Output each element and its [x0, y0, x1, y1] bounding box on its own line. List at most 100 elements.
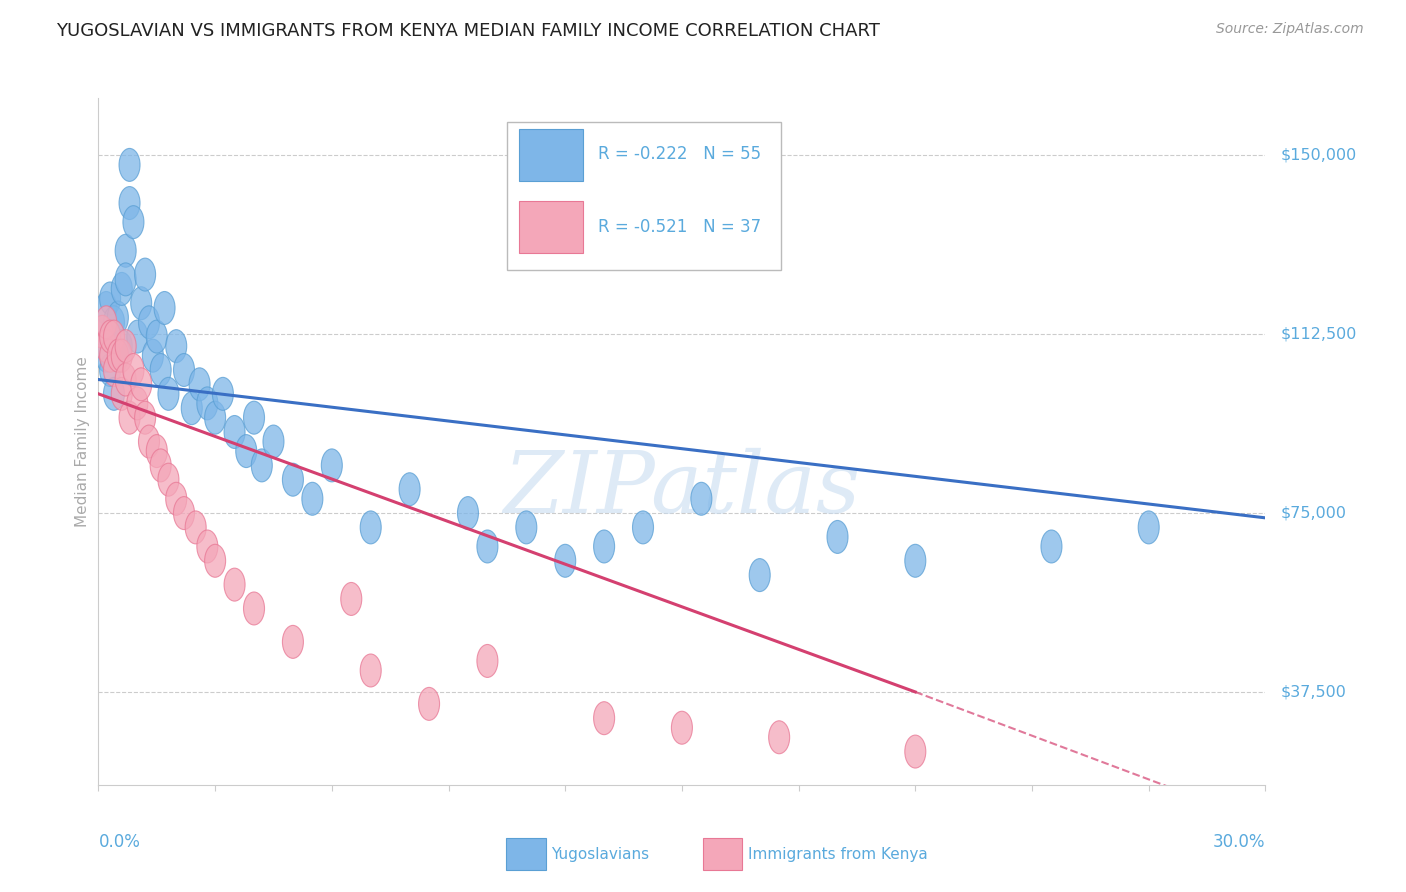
Ellipse shape: [138, 306, 159, 339]
Ellipse shape: [827, 520, 848, 553]
Ellipse shape: [131, 368, 152, 401]
Text: ZIPatlas: ZIPatlas: [503, 449, 860, 531]
Text: $112,500: $112,500: [1281, 326, 1357, 342]
Ellipse shape: [100, 320, 121, 353]
Ellipse shape: [100, 353, 121, 386]
Text: 0.0%: 0.0%: [98, 833, 141, 851]
Ellipse shape: [197, 387, 218, 420]
Ellipse shape: [142, 339, 163, 372]
Ellipse shape: [477, 644, 498, 677]
Text: $150,000: $150,000: [1281, 148, 1357, 163]
Ellipse shape: [419, 688, 440, 721]
Ellipse shape: [173, 353, 194, 386]
Ellipse shape: [115, 263, 136, 296]
Ellipse shape: [111, 339, 132, 372]
Ellipse shape: [150, 449, 172, 482]
Ellipse shape: [360, 654, 381, 687]
Ellipse shape: [127, 320, 148, 353]
Ellipse shape: [115, 235, 136, 268]
Ellipse shape: [91, 316, 112, 348]
Ellipse shape: [100, 339, 121, 372]
Ellipse shape: [111, 272, 132, 305]
Ellipse shape: [100, 320, 121, 353]
Text: $37,500: $37,500: [1281, 684, 1347, 699]
Ellipse shape: [236, 434, 257, 467]
Ellipse shape: [769, 721, 790, 754]
Ellipse shape: [111, 377, 132, 410]
Ellipse shape: [157, 377, 179, 410]
Text: YUGOSLAVIAN VS IMMIGRANTS FROM KENYA MEDIAN FAMILY INCOME CORRELATION CHART: YUGOSLAVIAN VS IMMIGRANTS FROM KENYA MED…: [56, 22, 880, 40]
FancyBboxPatch shape: [519, 129, 582, 180]
Ellipse shape: [360, 511, 381, 544]
Ellipse shape: [127, 387, 148, 420]
Ellipse shape: [243, 401, 264, 434]
Ellipse shape: [283, 463, 304, 496]
Ellipse shape: [243, 592, 264, 625]
Ellipse shape: [135, 258, 156, 291]
Ellipse shape: [173, 497, 194, 530]
Text: Immigrants from Kenya: Immigrants from Kenya: [748, 847, 928, 862]
Ellipse shape: [283, 625, 304, 658]
Ellipse shape: [186, 511, 207, 544]
Ellipse shape: [107, 301, 128, 334]
Ellipse shape: [166, 483, 187, 516]
Ellipse shape: [477, 530, 498, 563]
Ellipse shape: [120, 401, 141, 434]
Ellipse shape: [107, 339, 128, 372]
Ellipse shape: [690, 483, 711, 516]
Ellipse shape: [205, 401, 225, 434]
Ellipse shape: [100, 282, 121, 315]
Ellipse shape: [157, 463, 179, 496]
Ellipse shape: [252, 449, 273, 482]
Ellipse shape: [104, 377, 125, 410]
Ellipse shape: [122, 353, 143, 386]
Ellipse shape: [1139, 511, 1159, 544]
Ellipse shape: [131, 286, 152, 319]
Ellipse shape: [263, 425, 284, 458]
Ellipse shape: [146, 434, 167, 467]
Ellipse shape: [399, 473, 420, 506]
Ellipse shape: [91, 316, 112, 348]
Ellipse shape: [104, 306, 125, 339]
Ellipse shape: [905, 544, 925, 577]
Ellipse shape: [96, 292, 117, 325]
Ellipse shape: [322, 449, 342, 482]
Ellipse shape: [96, 306, 117, 339]
Ellipse shape: [138, 425, 159, 458]
Y-axis label: Median Family Income: Median Family Income: [75, 356, 90, 527]
Text: Source: ZipAtlas.com: Source: ZipAtlas.com: [1216, 22, 1364, 37]
Ellipse shape: [96, 339, 117, 372]
Ellipse shape: [96, 330, 117, 363]
Ellipse shape: [135, 401, 156, 434]
Ellipse shape: [107, 339, 128, 372]
Ellipse shape: [905, 735, 925, 768]
Ellipse shape: [188, 368, 209, 401]
FancyBboxPatch shape: [506, 122, 782, 270]
Ellipse shape: [593, 702, 614, 735]
Text: $75,000: $75,000: [1281, 506, 1347, 521]
Ellipse shape: [224, 568, 245, 601]
Ellipse shape: [749, 558, 770, 591]
Ellipse shape: [120, 186, 141, 219]
Ellipse shape: [111, 330, 132, 363]
Text: R = -0.521   N = 37: R = -0.521 N = 37: [598, 219, 761, 236]
Ellipse shape: [457, 497, 478, 530]
Ellipse shape: [146, 320, 167, 353]
Ellipse shape: [212, 377, 233, 410]
Text: 30.0%: 30.0%: [1213, 833, 1265, 851]
Ellipse shape: [516, 511, 537, 544]
Ellipse shape: [672, 711, 692, 744]
Ellipse shape: [155, 292, 176, 325]
Ellipse shape: [150, 353, 172, 386]
Ellipse shape: [115, 330, 136, 363]
Ellipse shape: [302, 483, 323, 516]
Ellipse shape: [122, 206, 143, 239]
Text: Yugoslavians: Yugoslavians: [551, 847, 650, 862]
Text: R = -0.222   N = 55: R = -0.222 N = 55: [598, 145, 761, 163]
Ellipse shape: [205, 544, 225, 577]
Ellipse shape: [166, 330, 187, 363]
Ellipse shape: [340, 582, 361, 615]
Ellipse shape: [104, 320, 125, 353]
Ellipse shape: [120, 148, 141, 181]
Ellipse shape: [104, 353, 125, 386]
